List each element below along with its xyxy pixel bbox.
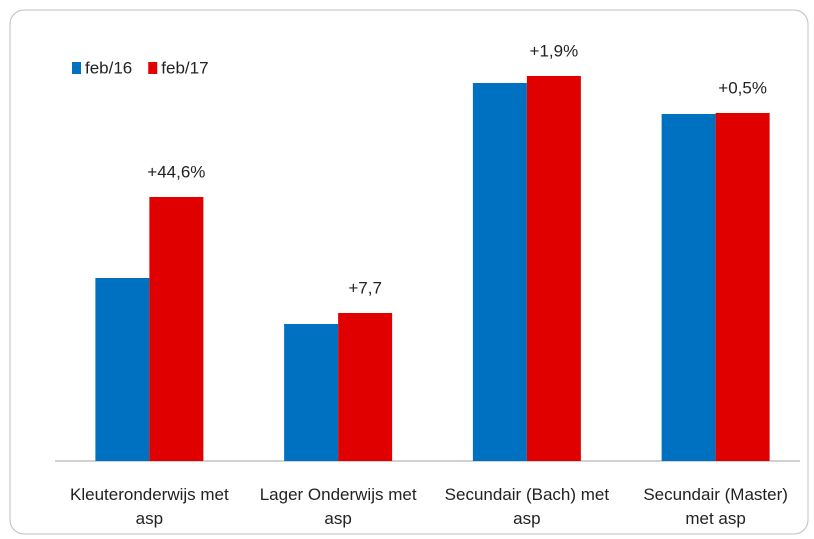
bar (715, 113, 770, 461)
annotation: +0,5% (718, 78, 767, 97)
bar (284, 324, 339, 461)
legend-swatch (72, 62, 81, 74)
legend-label: feb/16 (85, 58, 132, 77)
legend-label: feb/17 (161, 58, 208, 77)
annotation: +1,9% (530, 41, 579, 60)
bar (472, 83, 527, 461)
annotation: +44,6% (147, 162, 205, 181)
bar (338, 313, 393, 461)
annotation: +7,7 (348, 278, 382, 297)
x-tick-label: Lager Onderwijs met asp (259, 485, 417, 528)
x-tick-label: Kleuteronderwijs met asp (70, 485, 229, 528)
bar (95, 278, 150, 461)
legend-swatch (148, 62, 158, 74)
x-tick-label: Secundair (Bach) met asp (444, 485, 610, 528)
bar (526, 76, 581, 461)
bar (149, 197, 204, 461)
bar (661, 114, 716, 461)
x-tick-label: Secundair (Master) met asp (643, 485, 788, 528)
chart-frame (9, 9, 809, 535)
